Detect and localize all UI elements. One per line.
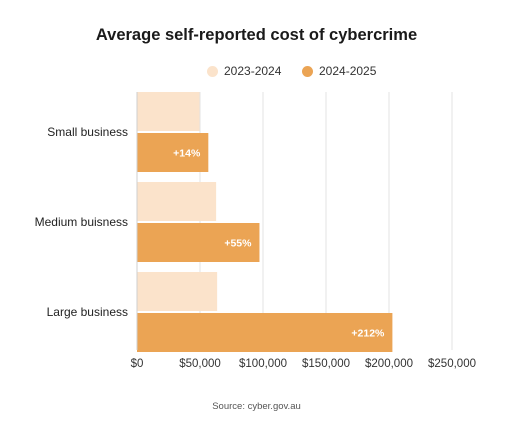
x-tick-label: $250,000 xyxy=(428,358,476,370)
legend-label-2024-2025: 2024-2025 xyxy=(319,64,377,78)
legend-swatch-2024-2025 xyxy=(302,65,313,77)
bar-2023-2024 xyxy=(137,92,200,131)
x-tick-label: $100,000 xyxy=(239,358,287,370)
data-label: +14% xyxy=(173,148,201,160)
x-tick-label: $50,000 xyxy=(179,358,221,370)
x-tick-label: $200,000 xyxy=(365,358,413,370)
x-tick-label: $150,000 xyxy=(302,358,350,370)
bar-2024-2025 xyxy=(137,223,260,262)
category-label: Medium buisness xyxy=(35,215,128,229)
x-tick-label: $0 xyxy=(131,358,144,370)
category-label: Small business xyxy=(47,125,128,139)
bar-2024-2025 xyxy=(137,313,393,352)
data-label: +212% xyxy=(351,328,385,340)
bar-2024-2025 xyxy=(137,133,209,172)
bar-2023-2024 xyxy=(137,272,218,311)
source-note: Source: cyber.gov.au xyxy=(212,401,301,412)
data-label: +55% xyxy=(224,238,252,250)
category-label: Large business xyxy=(47,305,128,319)
legend-item-2024-2025: 2024-2025 xyxy=(302,64,376,78)
legend-item-2023-2024: 2023-2024 xyxy=(207,64,281,78)
legend-swatch-2023-2024 xyxy=(207,65,218,77)
bar-2023-2024 xyxy=(137,182,217,221)
legend: 2023-2024 2024-2025 xyxy=(0,64,513,82)
chart-title: Average self-reported cost of cybercrime xyxy=(95,26,418,44)
legend-label-2023-2024: 2023-2024 xyxy=(224,64,282,78)
